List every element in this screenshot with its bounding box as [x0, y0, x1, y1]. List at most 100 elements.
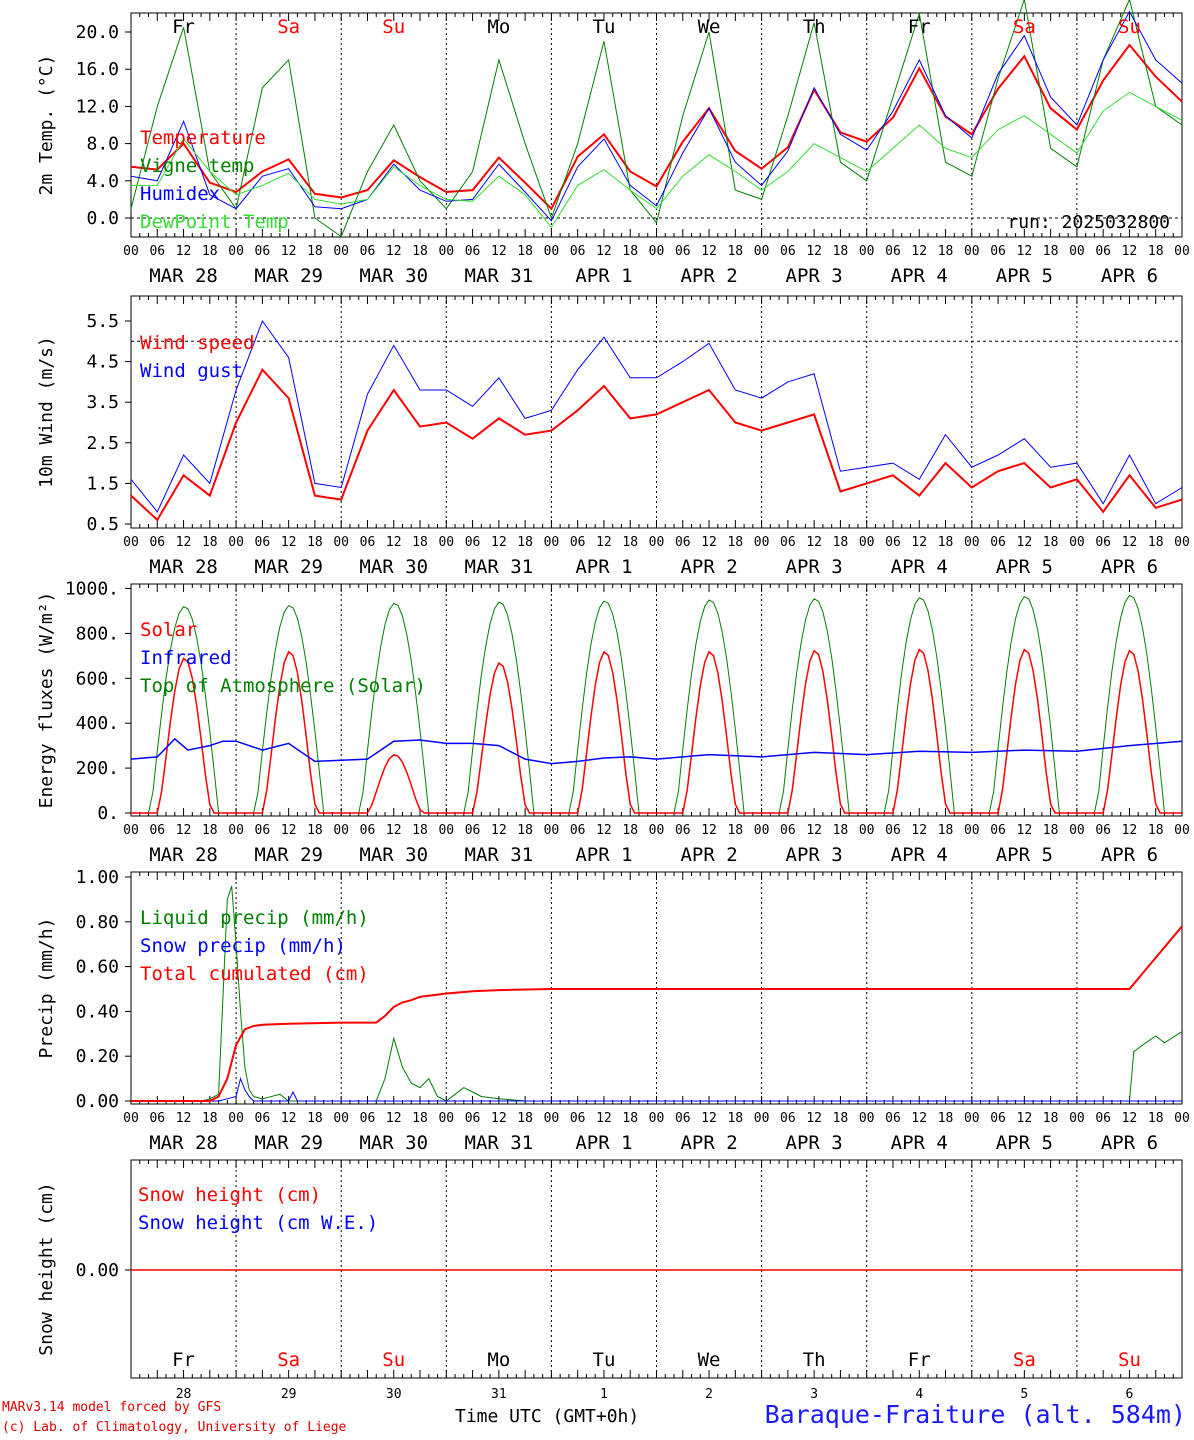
hour-tick-label: 18 [1148, 535, 1164, 550]
hour-tick-label: 18 [622, 823, 638, 838]
y-axis-label-2: 10m Wind (m/s) [36, 336, 57, 488]
hour-tick-label: 12 [701, 535, 717, 550]
y-tick-label: 200. [76, 758, 119, 779]
y-tick-label: 0.5 [86, 514, 119, 535]
y-axis-label-4: Precip (mm/h) [36, 918, 57, 1059]
legend-top-of-atmosphere-solar-: Top of Atmosphere (Solar) [140, 675, 426, 697]
hour-tick-label: 18 [833, 823, 849, 838]
y-tick-label: 400. [76, 713, 119, 734]
hour-tick-label: 06 [570, 1111, 586, 1126]
hour-tick-label: 12 [491, 535, 507, 550]
hour-tick-label: 12 [1122, 823, 1138, 838]
day-name: Fr [172, 1349, 195, 1371]
hour-tick-label: 18 [307, 823, 323, 838]
hour-tick-label: 00 [754, 244, 770, 259]
y-tick-label: 0.80 [76, 912, 119, 933]
hour-tick-label: 12 [701, 1111, 717, 1126]
y-tick-label: 1.5 [86, 473, 119, 494]
lab-credit: (c) Lab. of Climatology, University of L… [2, 1420, 347, 1435]
date-label: MAR 31 [465, 265, 534, 287]
hour-tick-label: 06 [360, 823, 376, 838]
y-tick-label: 0.0 [86, 208, 119, 229]
date-label: APR 5 [996, 844, 1053, 866]
hour-tick-label: 06 [990, 535, 1006, 550]
hour-tick-label: 18 [727, 1111, 743, 1126]
date-label: APR 4 [891, 844, 948, 866]
hour-tick-label: 06 [780, 244, 796, 259]
legend-liquid-precip-mm-h-: Liquid precip (mm/h) [140, 907, 369, 929]
series-wind-gust [130, 319, 1183, 513]
y-tick-label: 0. [97, 803, 119, 824]
day-name: Sa [277, 16, 300, 38]
date-label: APR 2 [680, 844, 737, 866]
day-number: 1 [600, 1387, 608, 1400]
hour-tick-label: 00 [228, 535, 244, 550]
hour-tick-label: 06 [255, 535, 271, 550]
hour-tick-label: 00 [228, 823, 244, 838]
hour-tick-label: 00 [1069, 1111, 1085, 1126]
y-tick-label: 5.5 [86, 311, 119, 332]
hour-tick-label: 06 [1095, 244, 1111, 259]
legend-snow-height-cm-w-e-: Snow height (cm W.E.) [138, 1212, 378, 1234]
hour-tick-label: 00 [123, 823, 139, 838]
date-label: MAR 30 [359, 844, 428, 866]
hour-tick-label: 06 [360, 244, 376, 259]
y-tick-label: 4.5 [86, 352, 119, 373]
hour-tick-label: 18 [938, 823, 954, 838]
series-infrared [130, 737, 1183, 765]
day-name: Sa [1013, 16, 1036, 38]
hour-tick-label: 12 [386, 244, 402, 259]
day-name: Su [1118, 16, 1141, 38]
hour-tick-label: 18 [202, 1111, 218, 1126]
legend-snow-height-cm-: Snow height (cm) [138, 1184, 321, 1206]
date-label: MAR 28 [149, 265, 218, 287]
hour-tick-label: 06 [465, 535, 481, 550]
hour-tick-label: 00 [754, 823, 770, 838]
hour-tick-label: 18 [517, 535, 533, 550]
hour-tick-label: 06 [1095, 1111, 1111, 1126]
date-label: APR 1 [575, 1132, 632, 1154]
hour-tick-label: 00 [859, 823, 875, 838]
hour-tick-label: 06 [149, 823, 165, 838]
hour-tick-label: 06 [990, 244, 1006, 259]
hour-tick-label: 06 [149, 1111, 165, 1126]
series-total-cumulated-cm- [131, 925, 1183, 1102]
series-wind-speed [130, 367, 1183, 522]
hour-tick-label: 18 [202, 823, 218, 838]
date-label: MAR 31 [465, 844, 534, 866]
hour-tick-label: 00 [544, 244, 560, 259]
hour-tick-label: 06 [780, 823, 796, 838]
series-dewpoint-temp [131, 91, 1183, 229]
hour-tick-label: 06 [885, 244, 901, 259]
y-axis-label-5: Snow height (cm) [36, 1182, 57, 1355]
day-name: Mo [487, 1349, 510, 1371]
y-tick-label: 600. [76, 668, 119, 689]
day-number: 30 [386, 1387, 402, 1400]
date-label: MAR 28 [149, 1132, 218, 1154]
day-number: 29 [281, 1387, 297, 1400]
day-name: Tu [593, 16, 616, 38]
day-name: Su [382, 1349, 405, 1371]
hour-tick-label: 00 [964, 535, 980, 550]
hour-tick-label: 00 [859, 1111, 875, 1126]
meteogram: 20.0 16.0 12.0 8.0 4.0 0.0 2m Temp. (°C) Temper… [36, 0, 1190, 1400]
hour-tick-label: 12 [911, 535, 927, 550]
hour-tick-label: 18 [1148, 1111, 1164, 1126]
hour-tick-label: 00 [438, 535, 454, 550]
date-label: MAR 29 [254, 1132, 323, 1154]
y-tick-label: 3.5 [86, 392, 119, 413]
hour-tick-label: 12 [281, 244, 297, 259]
date-label: APR 3 [786, 556, 843, 578]
hour-tick-label: 18 [517, 1111, 533, 1126]
hour-tick-label: 18 [622, 244, 638, 259]
hour-tick-label: 18 [622, 1111, 638, 1126]
hour-tick-label: 00 [544, 535, 560, 550]
hour-tick-label: 12 [911, 244, 927, 259]
hour-tick-label: 12 [701, 244, 717, 259]
date-label: MAR 28 [149, 844, 218, 866]
day-number: 2 [705, 1387, 713, 1400]
hour-tick-label: 18 [307, 535, 323, 550]
hour-tick-label: 06 [255, 244, 271, 259]
legend-vigne-temp: Vigne temp [140, 155, 254, 177]
hour-tick-label: 00 [649, 823, 665, 838]
